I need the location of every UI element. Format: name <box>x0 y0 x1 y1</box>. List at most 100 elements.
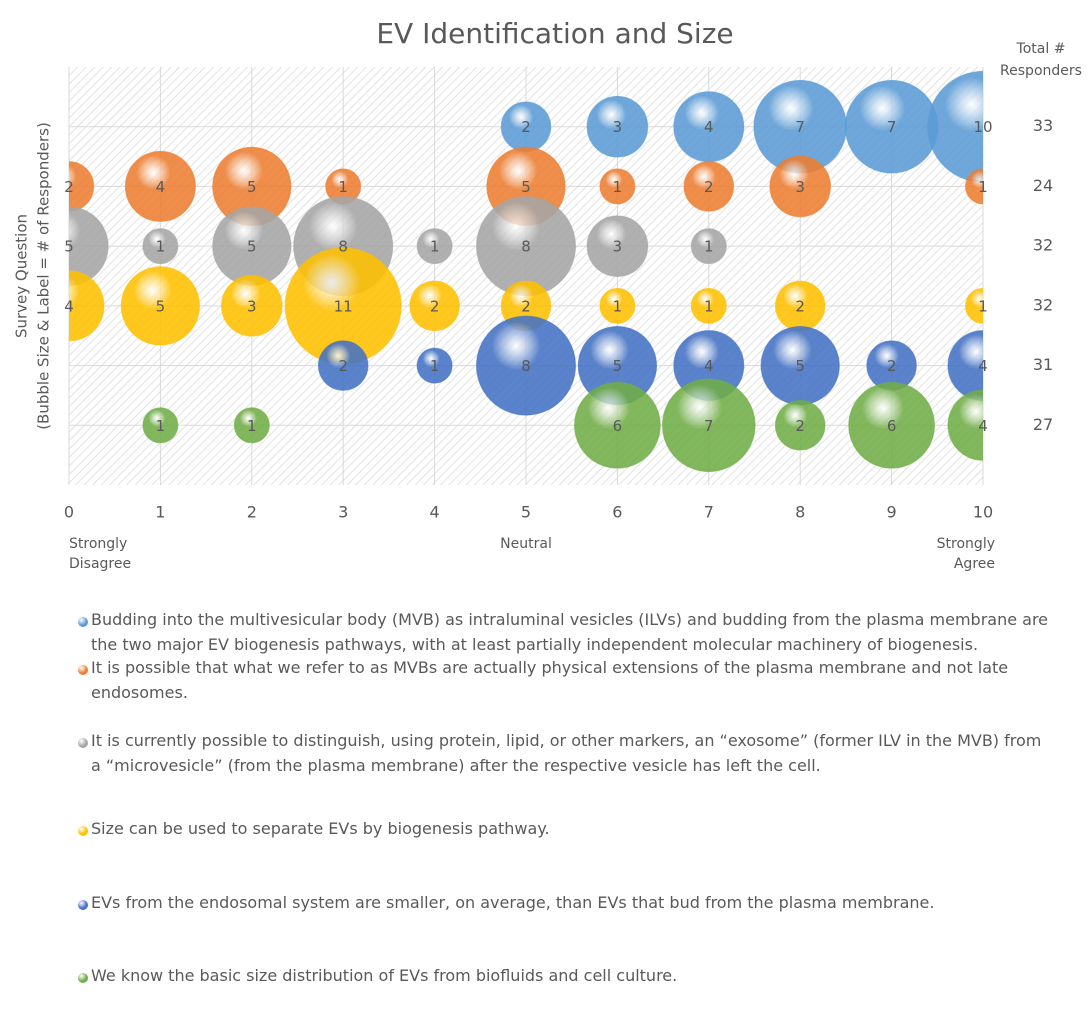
bubble <box>599 168 636 205</box>
bubble <box>416 228 453 265</box>
x-tick-label: 6 <box>612 503 622 522</box>
bubble <box>683 161 735 212</box>
data-label: 2 <box>521 297 531 315</box>
y-axis-title: Survey Question <box>13 214 31 338</box>
x-tick-label: 2 <box>247 503 257 522</box>
x-annotation: Strongly Agree <box>936 536 995 572</box>
data-label: 5 <box>247 238 257 256</box>
bubble <box>947 389 983 461</box>
data-label: 3 <box>795 178 805 196</box>
data-label: 2 <box>704 178 714 196</box>
bubble <box>586 95 649 158</box>
data-label: 2 <box>338 357 348 375</box>
bubble <box>574 381 661 469</box>
data-label: 1 <box>247 417 257 435</box>
data-label: 1 <box>613 178 623 196</box>
legend-marker <box>78 826 88 836</box>
data-label: 1 <box>156 238 166 256</box>
legend-label: Budding into the multivesicular body (MV… <box>91 610 1049 654</box>
bubble <box>774 400 826 451</box>
data-label: 11 <box>334 297 353 315</box>
data-label: 2 <box>430 297 440 315</box>
legend-label: Size can be used to separate EVs by biog… <box>91 819 550 838</box>
data-label: 5 <box>795 357 805 375</box>
data-label: 5 <box>521 178 531 196</box>
data-label: 10 <box>973 118 992 136</box>
data-label: 1 <box>430 357 440 375</box>
x-tick-label: 10 <box>973 503 993 522</box>
totals-header: Total # Responders <box>1000 41 1082 79</box>
legend-entry: We know the basic size distribution of E… <box>78 964 1053 989</box>
bubble <box>317 340 369 391</box>
x-tick-label: 1 <box>155 503 165 522</box>
legend-label: EVs from the endosomal system are smalle… <box>91 893 935 912</box>
bubble <box>927 70 983 183</box>
bubble <box>220 275 283 337</box>
data-label: 4 <box>156 178 166 196</box>
data-label: 7 <box>704 417 714 435</box>
bubble <box>965 287 983 324</box>
legend-label: It is possible that what we refer to as … <box>91 658 1009 702</box>
bubble <box>233 407 270 444</box>
bubble <box>848 381 935 469</box>
data-label: 6 <box>613 417 623 435</box>
x-tick-label: 8 <box>795 503 805 522</box>
total-label: 32 <box>1033 295 1053 314</box>
data-label: 3 <box>613 118 623 136</box>
legend-label: It is currently possible to distinguish,… <box>91 731 1042 775</box>
legend-marker <box>78 617 88 627</box>
data-label: 1 <box>704 238 714 256</box>
bubble <box>690 228 727 265</box>
bubble <box>586 215 649 277</box>
data-label: 1 <box>613 297 623 315</box>
bubbles <box>69 70 983 473</box>
data-label: 2 <box>64 178 74 196</box>
data-label: 2 <box>521 118 531 136</box>
x-annotation: Neutral <box>500 536 552 552</box>
data-label: 1 <box>978 297 988 315</box>
bubble <box>476 315 576 416</box>
total-label: 31 <box>1033 355 1053 374</box>
data-label: 8 <box>521 238 531 256</box>
data-label: 2 <box>795 417 805 435</box>
data-label: 8 <box>521 357 531 375</box>
x-tick-label: 5 <box>521 503 531 522</box>
legend-marker <box>78 900 88 910</box>
chart-title: EV Identification and Size <box>376 17 733 50</box>
x-annotation: Strongly Disagree <box>69 536 132 572</box>
legend-marker <box>78 973 88 983</box>
bubble <box>416 347 453 384</box>
data-label: 5 <box>156 297 166 315</box>
data-label: 5 <box>613 357 623 375</box>
legend-entry: EVs from the endosomal system are smalle… <box>78 891 1053 916</box>
data-label: 1 <box>338 178 348 196</box>
bubble <box>120 266 201 346</box>
legend-marker <box>78 738 88 748</box>
data-label: 7 <box>795 118 805 136</box>
bubble <box>142 407 179 444</box>
bubble <box>690 287 727 324</box>
x-tick-label: 7 <box>704 503 714 522</box>
data-label: 3 <box>247 297 257 315</box>
bubble <box>409 280 460 332</box>
data-label: 5 <box>64 238 74 256</box>
legend-entry: It is currently possible to distinguish,… <box>78 729 1053 778</box>
total-label: 32 <box>1033 236 1053 255</box>
data-label: 2 <box>795 297 805 315</box>
data-label: 4 <box>64 297 74 315</box>
chart: EV Identification and Size Survey Questi… <box>13 17 1054 522</box>
data-label: 1 <box>978 178 988 196</box>
bubble <box>769 155 832 218</box>
data-label: 2 <box>887 357 897 375</box>
x-tick-label: 4 <box>430 503 440 522</box>
data-label: 7 <box>887 118 897 136</box>
data-label: 1 <box>156 417 166 435</box>
bubble <box>69 161 95 212</box>
data-label: 4 <box>978 357 988 375</box>
bubble <box>69 206 109 286</box>
total-label: 27 <box>1033 415 1053 434</box>
legend-entry: Size can be used to separate EVs by biog… <box>78 817 1053 842</box>
legend-entry: It is possible that what we refer to as … <box>78 656 1053 705</box>
legend-label: We know the basic size distribution of E… <box>91 966 678 985</box>
